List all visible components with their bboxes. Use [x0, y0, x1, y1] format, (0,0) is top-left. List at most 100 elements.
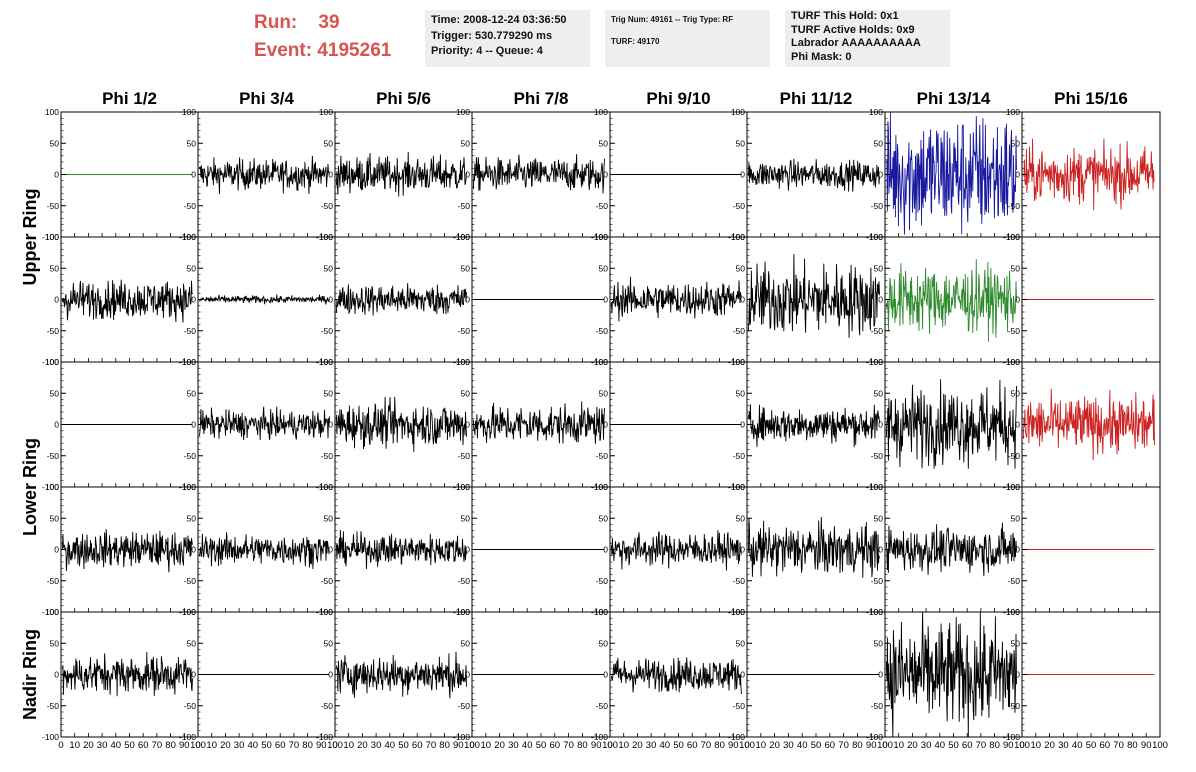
y-tick-label: 0: [191, 670, 196, 680]
waveform-trace: [747, 404, 880, 448]
y-tick-label: -50: [321, 201, 334, 211]
y-tick-label: -50: [458, 326, 471, 336]
y-tick-label: 100: [594, 107, 608, 117]
y-tick-label: 0: [878, 420, 883, 430]
x-tick-label: 40: [522, 740, 533, 751]
waveform-trace: [198, 532, 330, 570]
x-tick-label: 80: [577, 740, 588, 751]
y-tick-label: 0: [54, 295, 59, 305]
x-tick-label: 40: [385, 740, 396, 751]
run-label: Run:: [254, 12, 298, 33]
column-header: Phi 1/2: [102, 89, 157, 108]
y-tick-label: 50: [50, 138, 60, 148]
y-tick-label: -100: [42, 232, 59, 242]
y-tick-label: -50: [596, 576, 609, 586]
x-tick-label: 80: [714, 740, 725, 751]
y-tick-label: -50: [184, 201, 197, 211]
y-tick-label: -50: [596, 201, 609, 211]
x-tick-label: 60: [825, 740, 836, 751]
waveform-trace: [610, 530, 742, 571]
y-tick-label: 0: [191, 295, 196, 305]
y-tick-label: 0: [878, 170, 883, 180]
y-tick-label: 100: [456, 107, 470, 117]
y-tick-label: -50: [1008, 701, 1021, 711]
priority-text: Priority: 4 -- Queue: 4: [431, 45, 543, 57]
x-tick-label: 80: [1127, 740, 1138, 751]
y-tick-label: -50: [458, 201, 471, 211]
y-tick-label: 100: [731, 107, 745, 117]
y-tick-label: 0: [1015, 545, 1020, 555]
x-tick-label: 80: [852, 740, 863, 751]
waveform-trace: [335, 529, 467, 570]
x-tick-label: 100: [190, 740, 206, 751]
y-tick-label: -50: [47, 326, 60, 336]
y-tick-label: -50: [596, 701, 609, 711]
x-tick-label: 30: [921, 740, 932, 751]
column-header: Phi 11/12: [780, 89, 853, 108]
y-tick-label: -100: [42, 357, 59, 367]
y-tick-label: 100: [1006, 232, 1020, 242]
y-tick-label: 0: [465, 670, 470, 680]
y-tick-label: 100: [456, 232, 470, 242]
y-tick-label: -100: [728, 732, 745, 742]
y-tick-label: 50: [187, 263, 197, 273]
row-group-label: Lower Ring: [20, 438, 40, 536]
x-tick-label: 20: [769, 740, 780, 751]
x-tick-label: 30: [646, 740, 657, 751]
y-tick-label: 50: [461, 638, 471, 648]
x-tick-label: 60: [962, 740, 973, 751]
y-tick-label: 0: [328, 670, 333, 680]
x-tick-label: 70: [838, 740, 849, 751]
y-tick-label: 50: [50, 513, 60, 523]
x-tick-label: 0: [1019, 740, 1024, 751]
x-tick-label: 0: [332, 740, 337, 751]
y-tick-label: 50: [50, 263, 60, 273]
x-tick-label: 100: [1014, 740, 1030, 751]
y-tick-label: 0: [603, 420, 608, 430]
y-tick-label: 50: [187, 388, 197, 398]
x-tick-label: 60: [412, 740, 423, 751]
x-tick-label: 60: [275, 740, 286, 751]
y-tick-label: 100: [319, 482, 333, 492]
x-tick-label: 90: [1141, 740, 1152, 751]
y-tick-label: 100: [1006, 482, 1020, 492]
y-tick-label: 0: [878, 670, 883, 680]
y-tick-label: 50: [1011, 638, 1021, 648]
y-tick-label: 0: [465, 420, 470, 430]
waveform-trace: [335, 151, 467, 197]
y-tick-label: 0: [1015, 295, 1020, 305]
waveform-trace: [198, 155, 330, 195]
x-tick-label: 20: [632, 740, 643, 751]
x-tick-label: 100: [602, 740, 618, 751]
y-tick-label: -50: [47, 576, 60, 586]
y-tick-label: -50: [184, 701, 197, 711]
run-value: 39: [318, 12, 340, 33]
y-tick-label: 0: [465, 295, 470, 305]
y-tick-label: 50: [461, 138, 471, 148]
trig-info-box: Trig Num: 49161 -- Trig Type: RF TURF: 4…: [605, 10, 770, 67]
x-tick-label: 100: [1152, 740, 1168, 751]
y-tick-label: 50: [736, 513, 746, 523]
y-tick-label: -50: [47, 201, 60, 211]
y-tick-label: 100: [182, 107, 196, 117]
y-tick-label: 0: [603, 295, 608, 305]
y-tick-label: -100: [42, 732, 59, 742]
y-tick-label: 100: [319, 607, 333, 617]
x-tick-label: 0: [58, 740, 63, 751]
labrador-text: Labrador AAAAAAAAAA: [791, 37, 921, 49]
y-tick-label: 50: [599, 638, 609, 648]
y-tick-label: 50: [599, 513, 609, 523]
row-group-label: Upper Ring: [20, 189, 40, 286]
waveform-trace: [747, 158, 880, 192]
y-tick-label: 100: [594, 357, 608, 367]
x-tick-label: 40: [248, 740, 259, 751]
